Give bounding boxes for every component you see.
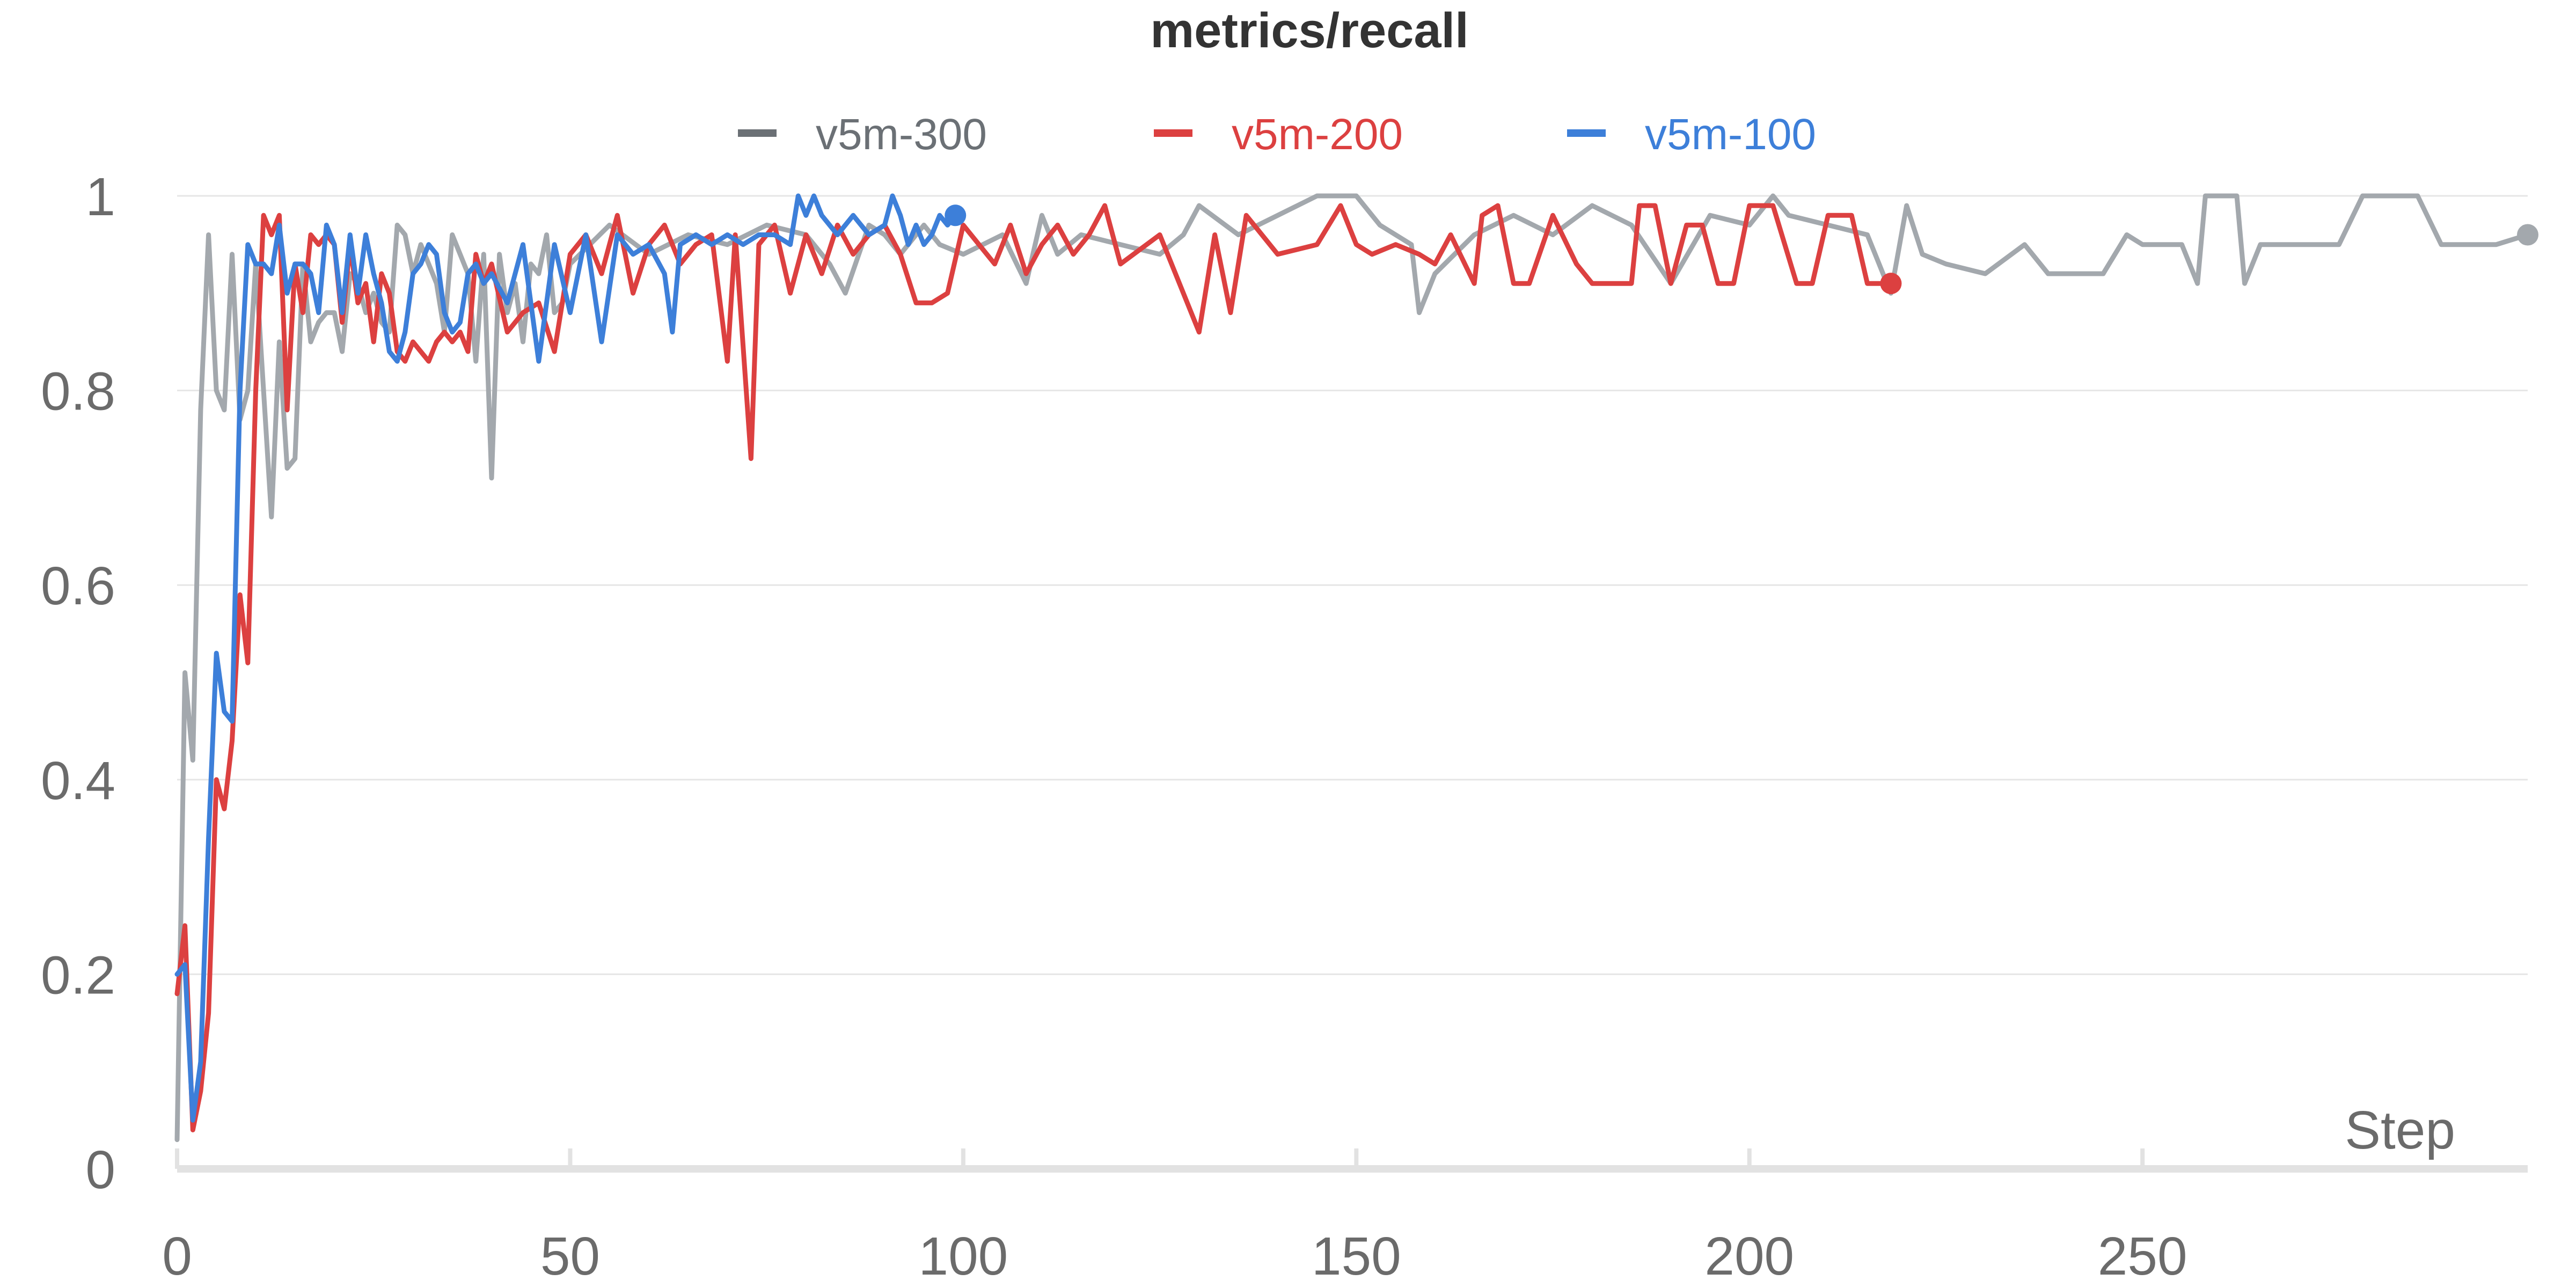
x-tick-label: 50: [540, 1226, 600, 1286]
y-tick-label: 0: [85, 1140, 115, 1200]
legend-label[interactable]: v5m-300: [816, 110, 987, 159]
x-tick-label: 150: [1312, 1226, 1401, 1286]
x-tick-label: 200: [1704, 1226, 1794, 1286]
chart-legend: v5m-300 v5m-200 v5m-100: [738, 110, 1816, 159]
x-tick-label: 100: [918, 1226, 1008, 1286]
series-end-marker: [2517, 224, 2538, 246]
series-line-v5m-300: [174, 193, 2530, 1143]
gridlines: [177, 195, 2528, 975]
series-lines: [174, 193, 2538, 1143]
series-line-v5m-200: [174, 203, 1893, 1132]
y-tick-label: 0.6: [41, 556, 115, 616]
x-axis-label: Step: [2345, 1100, 2455, 1160]
y-tick-label: 0.4: [41, 751, 115, 811]
legend-label[interactable]: v5m-100: [1645, 110, 1816, 159]
x-tick-label: 0: [162, 1226, 192, 1286]
series-end-marker: [945, 204, 967, 226]
series-line-v5m-100: [174, 193, 958, 1123]
x-tick-label: 250: [2098, 1226, 2187, 1286]
x-axis-ticks: 0 50 100 150 200 250: [162, 1148, 2187, 1286]
y-tick-label: 0.2: [41, 945, 115, 1005]
y-tick-label: 0.8: [41, 362, 115, 422]
y-tick-label: 1: [85, 167, 115, 227]
chart-title: metrics/recall: [1150, 3, 1468, 58]
series-end-marker: [1880, 273, 1902, 295]
y-axis-ticks: 0 0.2 0.4 0.6 0.8 1: [41, 167, 115, 1200]
legend-label[interactable]: v5m-200: [1232, 110, 1403, 159]
